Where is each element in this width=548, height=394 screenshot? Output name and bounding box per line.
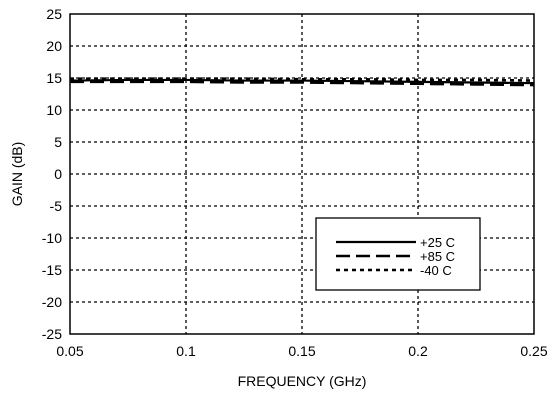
x-tick-label: 0.25 [520, 343, 547, 359]
x-tick-label: 0.1 [176, 343, 196, 359]
x-tick-labels: 0.05 0.1 0.15 0.2 0.25 [56, 343, 547, 359]
y-tick-label: -25 [42, 326, 62, 342]
x-tick-label: 0.05 [56, 343, 83, 359]
y-tick-label: 20 [46, 38, 62, 54]
legend-label-1: +85 C [420, 249, 455, 264]
series-line-2 [70, 77, 535, 82]
y-tick-label: -15 [42, 262, 62, 278]
y-tick-label: -10 [42, 230, 62, 246]
series-line-1 [70, 80, 535, 87]
y-tick-label: 25 [46, 6, 62, 22]
y-tick-labels: 25 20 15 10 5 0 -5 -10 -15 -20 -25 [42, 6, 62, 342]
legend-box [315, 217, 481, 291]
legend-label-0: +25 C [420, 235, 455, 250]
plot-frame [69, 13, 535, 335]
legend-label-2: -40 C [420, 263, 452, 278]
x-tick-label: 0.2 [408, 343, 428, 359]
y-tick-label: 10 [46, 102, 62, 118]
y-tick-label: 5 [54, 134, 62, 150]
y-tick-label: -20 [42, 294, 62, 310]
legend: +25 C+85 C-40 C [315, 217, 481, 291]
y-tick-label: -5 [50, 198, 63, 214]
x-tick-label: 0.15 [288, 343, 315, 359]
series-lines [69, 77, 535, 87]
y-tick-label: 0 [54, 166, 62, 182]
y-axis-label: GAIN (dB) [9, 142, 25, 207]
x-axis-label: FREQUENCY (GHz) [238, 373, 367, 389]
y-tick-label: 15 [46, 70, 62, 86]
